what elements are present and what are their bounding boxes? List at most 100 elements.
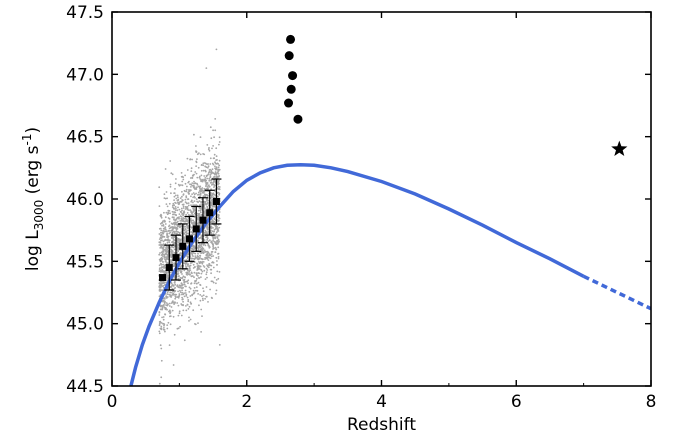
background-point	[214, 167, 217, 170]
background-point	[170, 245, 173, 248]
background-point	[212, 196, 215, 199]
background-point	[167, 254, 169, 257]
background-point	[163, 193, 166, 196]
background-point	[205, 271, 208, 274]
background-point	[215, 155, 218, 158]
background-point	[172, 285, 175, 287]
background-point	[159, 247, 162, 249]
background-point	[183, 229, 186, 232]
background-point	[180, 264, 183, 267]
background-point	[210, 251, 213, 253]
background-point	[207, 240, 210, 243]
background-point	[217, 172, 220, 175]
background-point	[184, 220, 187, 223]
background-point	[190, 275, 193, 278]
background-point	[213, 157, 216, 160]
background-point	[182, 309, 185, 312]
background-point	[217, 166, 220, 169]
background-point	[203, 249, 206, 252]
background-point	[164, 248, 167, 251]
background-point	[172, 246, 175, 249]
background-point	[210, 255, 213, 258]
plot-frame	[111, 11, 652, 387]
background-point	[164, 271, 167, 274]
background-point	[162, 299, 165, 302]
background-point	[218, 159, 221, 162]
background-point	[197, 258, 200, 261]
background-point	[206, 216, 209, 219]
background-point	[216, 175, 219, 178]
background-point	[209, 163, 212, 165]
background-point	[198, 268, 201, 270]
background-point	[193, 223, 196, 226]
background-point	[185, 196, 188, 199]
background-point	[197, 218, 200, 221]
background-point	[180, 211, 183, 214]
background-point	[186, 169, 189, 171]
background-point	[188, 180, 190, 183]
background-point	[174, 230, 176, 233]
background-point	[208, 253, 211, 256]
background-point	[163, 256, 166, 259]
background-point	[170, 259, 173, 262]
background-point	[206, 207, 209, 209]
background-point	[172, 222, 175, 225]
background-point	[162, 225, 165, 227]
background-point	[166, 246, 168, 249]
background-point	[184, 276, 186, 278]
background-point	[185, 206, 188, 209]
background-point	[218, 179, 220, 182]
background-point	[209, 176, 212, 179]
background-point	[167, 238, 170, 241]
background-point	[216, 264, 218, 266]
background-point	[198, 212, 201, 215]
background-point	[215, 289, 218, 292]
background-point	[158, 311, 161, 313]
background-point	[200, 308, 203, 311]
background-point	[170, 192, 172, 195]
background-point	[176, 302, 179, 304]
background-point	[217, 191, 220, 194]
background-point	[190, 282, 193, 285]
background-point	[181, 296, 184, 299]
background-point	[162, 246, 165, 249]
background-point	[189, 264, 192, 267]
background-point	[210, 202, 212, 204]
background-point	[206, 195, 209, 197]
background-point	[215, 147, 218, 150]
background-point	[215, 256, 218, 259]
background-point	[166, 304, 169, 306]
background-point	[163, 305, 165, 307]
background-point	[183, 189, 186, 192]
background-point	[182, 300, 185, 303]
background-point	[185, 271, 188, 274]
background-point	[191, 193, 194, 196]
background-point	[161, 231, 164, 234]
background-point	[202, 294, 205, 297]
background-point	[184, 228, 187, 231]
high-z-markers-layer	[284, 34, 628, 156]
background-point	[160, 285, 162, 288]
background-point	[192, 289, 195, 292]
background-point	[184, 198, 187, 201]
background-point	[168, 302, 171, 305]
background-point	[176, 230, 179, 233]
background-point	[176, 327, 179, 330]
background-point	[170, 229, 172, 232]
background-point	[202, 164, 205, 167]
binned-point	[159, 274, 167, 282]
background-point	[212, 183, 215, 186]
background-point	[191, 232, 194, 234]
background-point	[167, 209, 170, 212]
background-point	[192, 192, 195, 194]
background-point	[181, 293, 183, 296]
background-point	[180, 200, 182, 203]
background-point	[170, 282, 173, 285]
background-point	[197, 222, 200, 225]
background-point	[193, 180, 195, 183]
background-point	[181, 285, 183, 287]
background-point	[215, 172, 218, 175]
background-point	[191, 158, 194, 161]
background-point	[165, 211, 168, 214]
background-point	[168, 202, 171, 205]
